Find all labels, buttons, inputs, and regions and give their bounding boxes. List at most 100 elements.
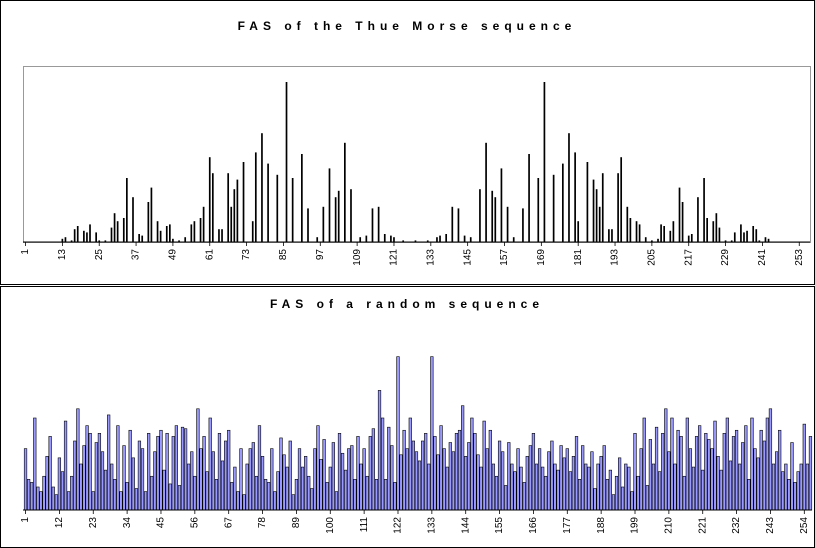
bar <box>82 445 86 511</box>
bar <box>116 221 119 242</box>
bar <box>107 414 111 511</box>
bar <box>340 452 345 511</box>
bar <box>143 491 148 511</box>
bar <box>165 433 169 511</box>
bar <box>688 448 693 511</box>
bar <box>153 451 157 511</box>
bar <box>150 187 153 242</box>
bar <box>611 494 616 511</box>
bar <box>636 475 640 511</box>
bar <box>587 466 591 511</box>
bar <box>205 471 209 511</box>
x-tick-label: 166 <box>528 517 539 534</box>
bar <box>571 456 576 511</box>
bar <box>482 420 486 511</box>
bar <box>242 162 245 242</box>
bar <box>42 475 46 511</box>
bar <box>584 463 588 511</box>
bar <box>767 238 770 242</box>
bar <box>187 463 191 511</box>
bar <box>541 466 545 511</box>
bar <box>602 445 606 511</box>
bar <box>445 466 449 511</box>
bar <box>436 237 438 242</box>
bar <box>344 142 346 242</box>
x-tick-label: 157 <box>499 249 510 266</box>
bar <box>27 479 31 511</box>
bar <box>89 224 91 242</box>
bar <box>48 436 52 511</box>
bar <box>172 238 174 242</box>
bar <box>310 488 314 511</box>
bar <box>236 179 239 242</box>
bar <box>451 206 454 242</box>
x-tick-label: 221 <box>697 517 708 534</box>
bar <box>599 456 603 511</box>
bar <box>670 417 674 511</box>
bar <box>350 445 354 511</box>
bar <box>138 234 140 242</box>
bar <box>715 213 718 242</box>
bar <box>627 466 631 511</box>
bar <box>534 463 539 511</box>
bar <box>202 436 206 511</box>
bar <box>285 82 288 242</box>
x-tick-label: 232 <box>731 517 742 534</box>
bar <box>522 208 524 242</box>
bar <box>768 408 773 511</box>
bar <box>673 463 677 511</box>
bar <box>104 240 107 242</box>
bar <box>224 440 228 511</box>
bar <box>300 466 305 511</box>
x-tick-label: 155 <box>494 517 505 534</box>
bar <box>199 448 203 511</box>
bar <box>547 451 551 511</box>
bar <box>454 433 459 511</box>
bar <box>122 445 126 511</box>
bar <box>236 491 240 511</box>
x-tick-label: 78 <box>257 517 268 529</box>
bar <box>54 494 58 511</box>
bar <box>254 152 257 242</box>
bar <box>740 224 742 242</box>
bar <box>691 466 696 511</box>
bar <box>165 226 168 242</box>
bar <box>500 168 503 242</box>
bar <box>39 491 43 511</box>
x-tick-label: 49 <box>168 249 179 261</box>
bar <box>147 433 151 511</box>
bar <box>57 457 62 511</box>
x-tick-label: 210 <box>664 517 675 534</box>
bar <box>63 420 68 511</box>
bar <box>411 440 415 511</box>
bar <box>405 448 409 511</box>
bar <box>698 425 702 511</box>
bar <box>377 390 382 511</box>
bar <box>470 417 474 511</box>
bar <box>156 221 159 242</box>
bar <box>430 356 434 511</box>
bar <box>796 471 800 511</box>
bar <box>574 436 579 511</box>
bar <box>439 425 443 511</box>
bar <box>512 237 515 242</box>
bar <box>427 463 431 511</box>
x-tick-label: 67 <box>223 517 234 529</box>
x-tick-label: 85 <box>278 249 289 261</box>
bar <box>288 440 292 511</box>
bar <box>685 417 689 511</box>
bar <box>733 232 736 242</box>
bar <box>762 440 766 511</box>
x-tick-label: 13 <box>57 249 68 261</box>
bar <box>337 433 342 511</box>
bar <box>408 417 412 511</box>
bar <box>242 494 246 511</box>
bar <box>716 456 720 511</box>
bar <box>672 221 675 242</box>
bar <box>254 475 259 511</box>
bar <box>510 463 514 511</box>
bar <box>638 224 641 242</box>
bar <box>396 356 400 511</box>
bar <box>644 237 647 242</box>
bar <box>291 178 294 242</box>
